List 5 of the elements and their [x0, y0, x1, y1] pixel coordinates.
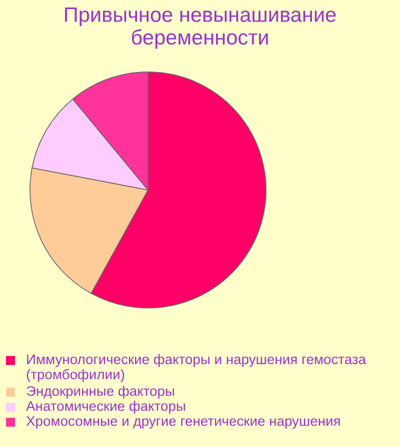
chart-title: Привычное невынашивание беременности — [65, 7, 336, 49]
legend-label: Анатомические факторы — [26, 400, 185, 414]
legend-label: Иммунологические факторы и нарушения гемостаза (тромбофилии) — [26, 354, 366, 382]
legend-label: Эндокринные факторы — [26, 386, 174, 399]
legend-label: Хромосомные и другие генетические нарушения — [26, 416, 340, 429]
